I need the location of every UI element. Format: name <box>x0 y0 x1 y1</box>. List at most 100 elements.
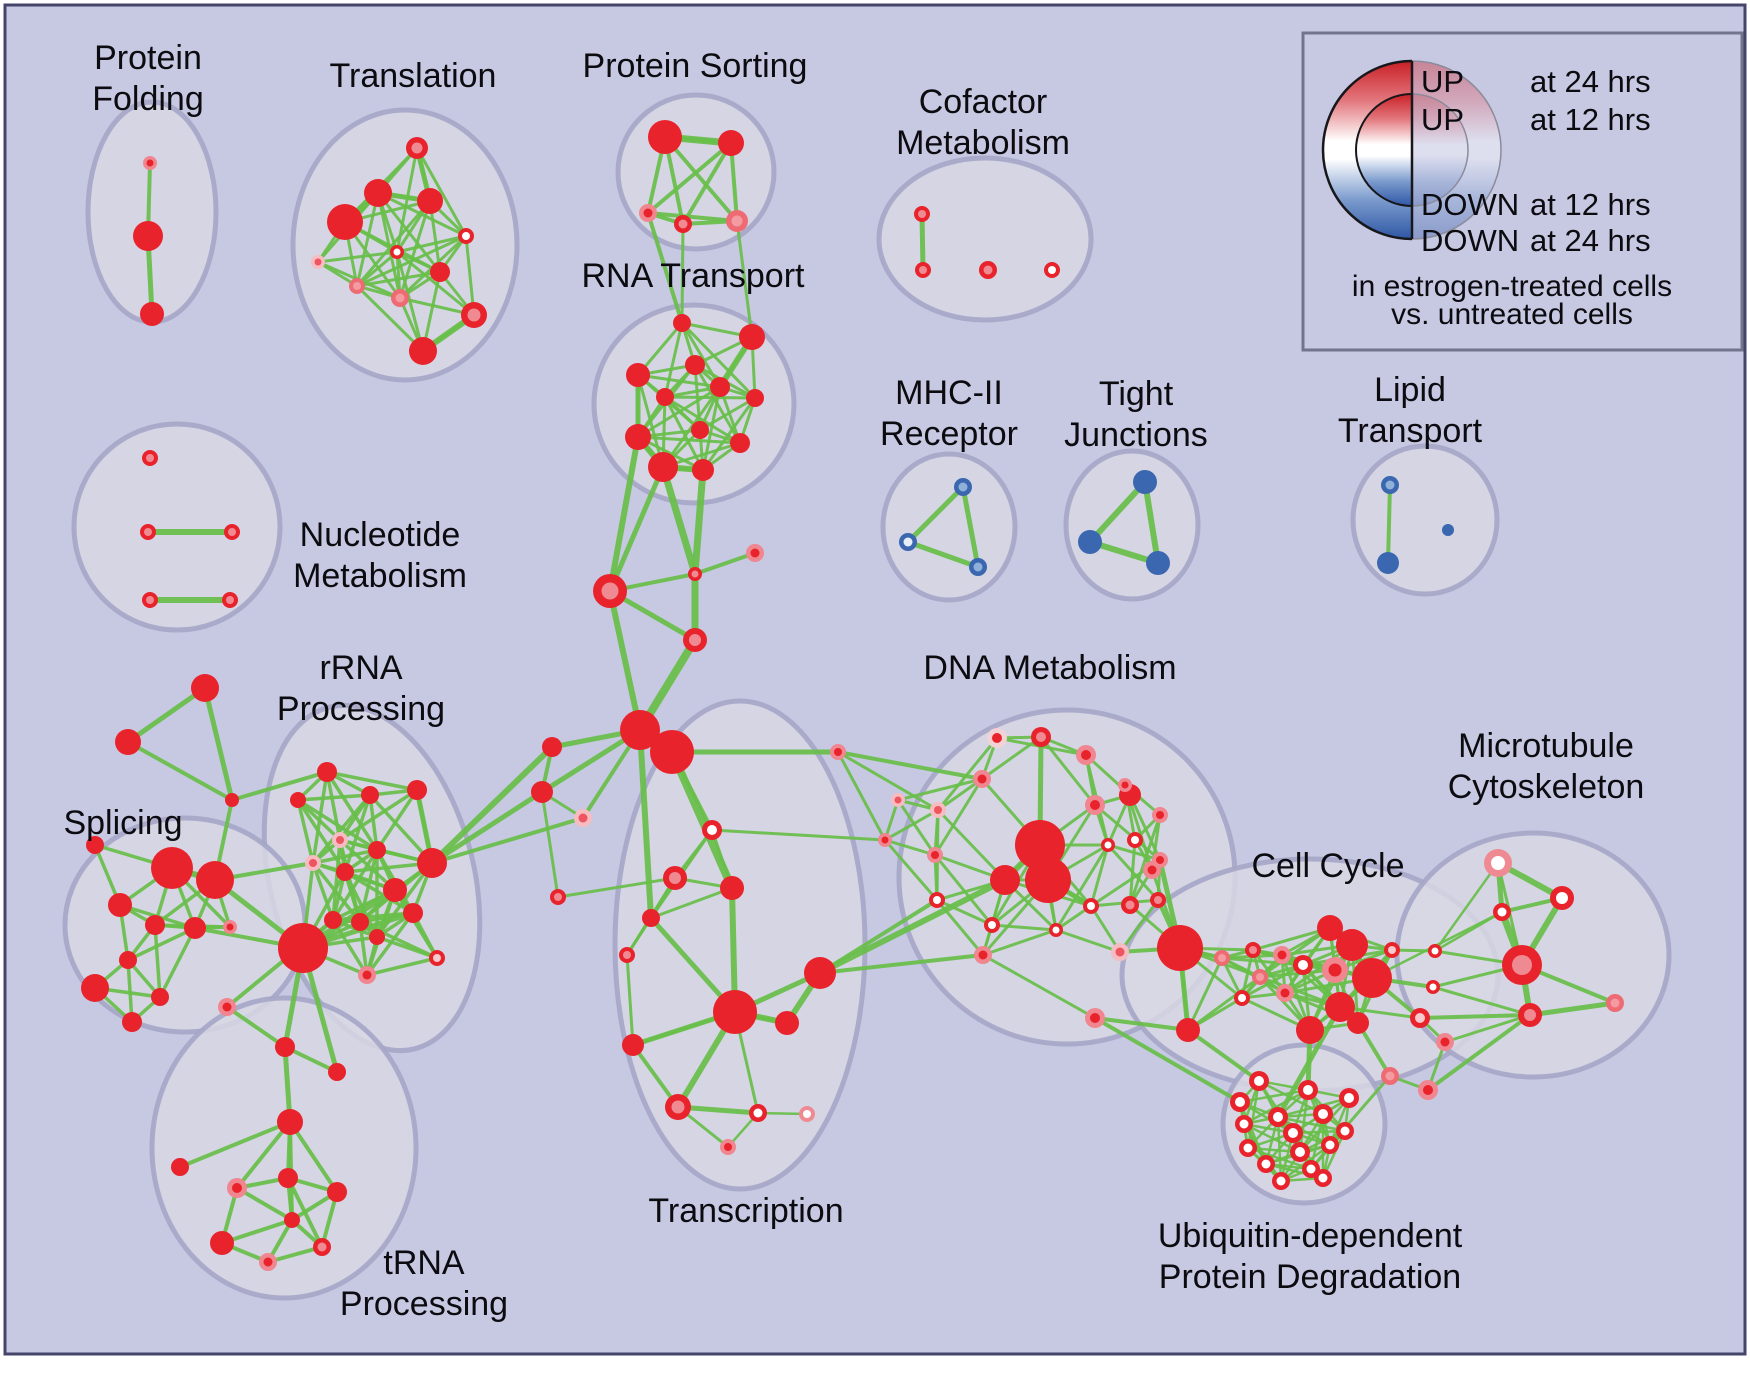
network-node-core <box>601 582 619 600</box>
network-node-core <box>671 1100 685 1114</box>
network-edge <box>311 770 329 865</box>
network-edge <box>331 838 342 922</box>
network-node-core <box>1104 841 1112 849</box>
network-edge <box>1431 985 1532 1017</box>
network-edge <box>343 793 372 874</box>
network-node <box>650 730 694 774</box>
network-edge <box>1251 926 1332 952</box>
cluster-label-mhc-ii-receptor: Receptor <box>880 415 1018 453</box>
network-node-core <box>750 548 760 558</box>
network-edge <box>936 736 999 812</box>
network-edge <box>663 135 739 223</box>
network-edge <box>355 250 399 288</box>
network-edge <box>1298 1088 1310 1154</box>
network-node-core <box>314 258 322 266</box>
network-node <box>1078 530 1102 554</box>
network-edge <box>981 953 1097 1020</box>
network-node <box>718 130 744 156</box>
network-node-core <box>146 454 154 462</box>
network-node <box>775 1011 799 1035</box>
network-node <box>171 1158 189 1176</box>
network-edge <box>646 141 733 215</box>
network-node-core <box>983 265 993 275</box>
network-node <box>351 913 369 931</box>
network-node-core <box>1295 1147 1305 1157</box>
network-edge <box>288 1120 339 1194</box>
network-node-core <box>1610 998 1620 1008</box>
network-edge <box>896 798 937 857</box>
network-node-core <box>1273 1112 1283 1122</box>
cluster-label-trna-processing: tRNA <box>383 1244 465 1282</box>
cluster-label-splicing: Splicing <box>63 804 182 842</box>
legend-time-down-24: at 24 hrs <box>1530 223 1651 258</box>
cluster-ellipse-transcription <box>612 698 868 1192</box>
network-edge <box>1433 910 1504 953</box>
cluster-label-microtubule-cytoskeleton: Microtubule <box>1458 727 1634 765</box>
legend-caption-line2: vs. untreated cells <box>1391 298 1633 331</box>
network-edge <box>1276 1096 1351 1119</box>
network-node-core <box>1254 1076 1264 1086</box>
network-edge <box>1386 483 1392 565</box>
network-node <box>417 188 443 214</box>
cluster-label-dna-metabolism: DNA Metabolism <box>923 649 1176 687</box>
network-node-core <box>623 951 631 959</box>
cluster-ellipse-mhc-ii-receptor <box>880 451 1018 603</box>
network-node-core <box>1087 902 1095 910</box>
network-node-core <box>433 954 441 962</box>
network-edge <box>659 463 699 578</box>
cluster-label-protein-sorting: Protein Sorting <box>583 47 808 85</box>
legend: UP at 24 hrs UP at 12 hrs DOWN at 12 hrs… <box>1301 31 1744 352</box>
network-edge <box>607 588 643 733</box>
network-edge <box>1186 1028 1261 1083</box>
network-edge <box>933 777 984 857</box>
network-edge <box>701 396 757 472</box>
legend-time-24: at 24 hrs <box>1530 64 1651 99</box>
network-node <box>277 1109 303 1135</box>
network-node-core <box>1388 946 1396 954</box>
network-edge <box>266 1245 324 1264</box>
network-node <box>81 974 109 1002</box>
cluster-label-lipid-transport: Lipid <box>1374 371 1446 409</box>
cluster-label-ubiquitin-dependent-protein-degradation: Protein Degradation <box>1159 1258 1461 1296</box>
network-node-core <box>988 921 996 929</box>
network-node-core <box>918 210 926 218</box>
network-edge <box>375 861 434 939</box>
network-edge <box>817 877 1008 976</box>
network-edge <box>1418 1013 1532 1020</box>
network-node-core <box>578 813 588 823</box>
network-node-core <box>724 1143 732 1151</box>
network-node <box>730 433 750 453</box>
network-edge <box>680 321 757 400</box>
network-node-core <box>395 293 405 303</box>
network-node-core <box>1512 955 1532 975</box>
network-node <box>86 836 104 854</box>
network-edge <box>1276 1115 1347 1133</box>
network-edge <box>153 923 162 999</box>
network-node-core <box>881 836 889 844</box>
network-node <box>720 876 744 900</box>
network-node <box>648 452 678 482</box>
network-edge <box>675 1104 761 1116</box>
network-edge <box>836 750 887 842</box>
network-node-core <box>263 1257 273 1267</box>
network-node-core <box>1147 865 1157 875</box>
network-edge <box>646 211 739 223</box>
network-node <box>1336 929 1368 961</box>
network-edge <box>637 727 654 921</box>
network-node-core <box>1131 836 1139 844</box>
network-node-core <box>1318 1109 1328 1119</box>
network-node-core <box>1340 1126 1350 1136</box>
network-edge <box>607 464 666 594</box>
network-node <box>1146 551 1170 575</box>
network-node <box>361 786 379 804</box>
network-node <box>625 424 651 450</box>
network-edge <box>311 861 335 922</box>
cluster-label-translation: Translation <box>330 57 497 95</box>
cluster-label-rrna-processing: rRNA <box>319 649 402 687</box>
network-node <box>739 324 765 350</box>
network-edge <box>883 838 937 857</box>
network-edge <box>680 222 685 325</box>
network-edge <box>540 790 560 899</box>
network-node <box>151 847 193 889</box>
network-node-core <box>309 859 317 867</box>
